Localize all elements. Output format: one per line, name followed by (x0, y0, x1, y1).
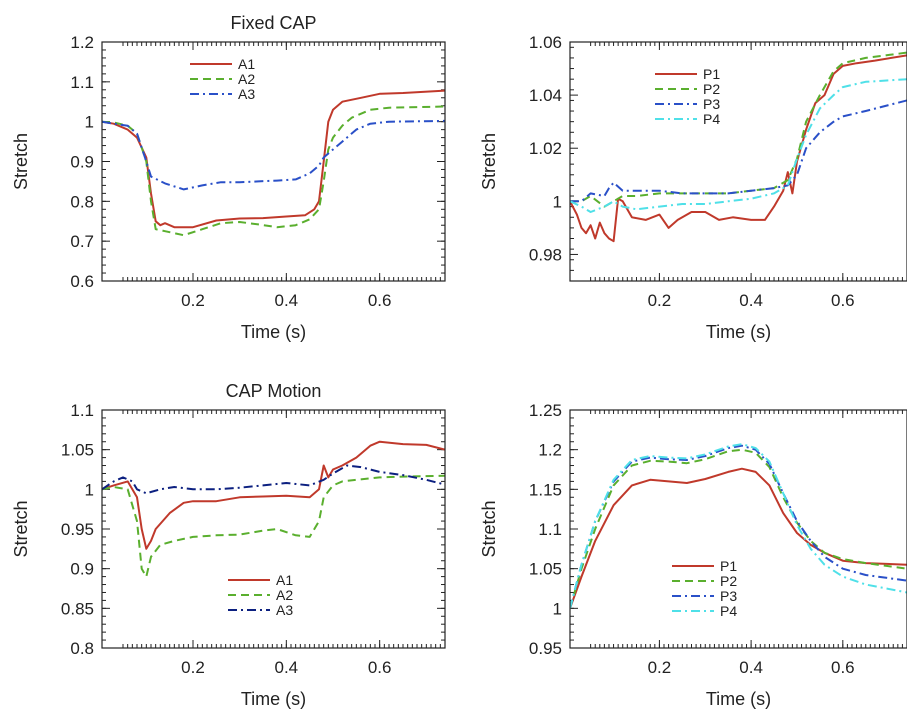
plot-frame (569, 41, 907, 282)
x-axis-label: Time (s) (706, 689, 771, 709)
legend-label-a2: A2 (238, 71, 255, 87)
chart-title: Fixed CAP (230, 13, 316, 33)
legend-label-a3: A3 (276, 602, 293, 618)
y-tick-label: 0.98 (529, 245, 562, 264)
y-tick-label: 0.95 (529, 639, 562, 658)
legend-label-a2: A2 (276, 587, 293, 603)
y-tick-label: 1.1 (70, 401, 94, 420)
y-tick-label: 1.05 (61, 441, 94, 460)
legend-label-p2: P2 (703, 81, 720, 97)
x-tick-label: 0.6 (368, 658, 392, 677)
y-axis-label: Stretch (479, 500, 499, 557)
series-line-p3 (570, 444, 907, 609)
y-tick-label: 0.8 (70, 192, 94, 211)
x-tick-label: 0.2 (181, 658, 205, 677)
y-tick-label: 0.95 (61, 520, 94, 539)
x-tick-label: 0.4 (275, 291, 299, 310)
y-tick-label: 1 (85, 480, 94, 499)
x-tick-label: 0.2 (648, 658, 672, 677)
legend-label-p1: P1 (703, 66, 720, 82)
series-group (570, 51, 907, 243)
legend-label-a1: A1 (238, 56, 255, 72)
x-tick-label: 0.4 (739, 291, 763, 310)
y-tick-label: 1.1 (538, 520, 562, 539)
series-line-p2 (570, 51, 907, 208)
x-axis-label: Time (s) (241, 322, 306, 342)
y-axis-label: Stretch (479, 133, 499, 190)
y-tick-label: 1.02 (529, 139, 562, 158)
x-tick-label: 0.2 (181, 291, 205, 310)
y-tick-label: 0.9 (70, 153, 94, 172)
chart-panel-4: 0.2 0.4 0.6 0.95 1 1.05 1.1 1.15 1.2 1.25 P1P2P3P4… (479, 401, 907, 709)
y-tick-label: 1.1 (70, 73, 94, 92)
series-line-a3 (102, 464, 445, 495)
y-tick-label: 1.06 (529, 33, 562, 52)
series-line-p1 (570, 467, 907, 609)
plot-frame (569, 409, 907, 649)
y-tick-label: 1.2 (538, 441, 562, 460)
y-tick-label: 1 (553, 192, 562, 211)
legend-label-p3: P3 (720, 588, 737, 604)
series-line-p1 (570, 54, 907, 243)
series-line-p2 (570, 448, 907, 609)
legend-label-a1: A1 (276, 572, 293, 588)
series-group (102, 440, 445, 578)
series-line-a2 (102, 105, 445, 237)
y-tick-label: 1 (85, 113, 94, 132)
x-axis-label: Time (s) (706, 322, 771, 342)
series-group (570, 443, 907, 609)
legend-label-a3: A3 (238, 86, 255, 102)
y-axis-label: Stretch (11, 133, 31, 190)
x-tick-label: 0.6 (831, 291, 855, 310)
y-tick-label: 0.8 (70, 639, 94, 658)
x-tick-label: 0.2 (648, 291, 672, 310)
y-tick-label: 1.04 (529, 86, 562, 105)
legend-label-p3: P3 (703, 96, 720, 112)
y-tick-label: 0.9 (70, 560, 94, 579)
y-tick-label: 1.05 (529, 560, 562, 579)
y-tick-label: 1 (553, 599, 562, 618)
y-tick-label: 1.25 (529, 401, 562, 420)
series-group (102, 89, 445, 237)
plot-frame (101, 409, 446, 649)
y-tick-label: 1.15 (529, 480, 562, 499)
legend-label-p4: P4 (703, 111, 720, 127)
legend-label-p1: P1 (720, 558, 737, 574)
series-line-p3 (570, 99, 907, 203)
series-line-a1 (102, 440, 445, 550)
y-tick-label: 0.6 (70, 272, 94, 291)
plot-frame (101, 41, 446, 282)
legend-label-p2: P2 (720, 573, 737, 589)
legend-label-p4: P4 (720, 603, 737, 619)
series-line-p4 (570, 78, 907, 213)
series-line-a1 (102, 89, 445, 229)
x-tick-label: 0.4 (275, 658, 299, 677)
chart-title: CAP Motion (226, 381, 322, 401)
x-tick-label: 0.4 (739, 658, 763, 677)
y-tick-label: 0.85 (61, 599, 94, 618)
x-tick-label: 0.6 (368, 291, 392, 310)
y-tick-label: 1.2 (70, 33, 94, 52)
y-tick-label: 0.7 (70, 232, 94, 251)
y-axis-label: Stretch (11, 500, 31, 557)
x-tick-label: 0.6 (831, 658, 855, 677)
series-line-p4 (570, 443, 907, 609)
series-line-a3 (102, 119, 445, 191)
x-axis-label: Time (s) (241, 689, 306, 709)
